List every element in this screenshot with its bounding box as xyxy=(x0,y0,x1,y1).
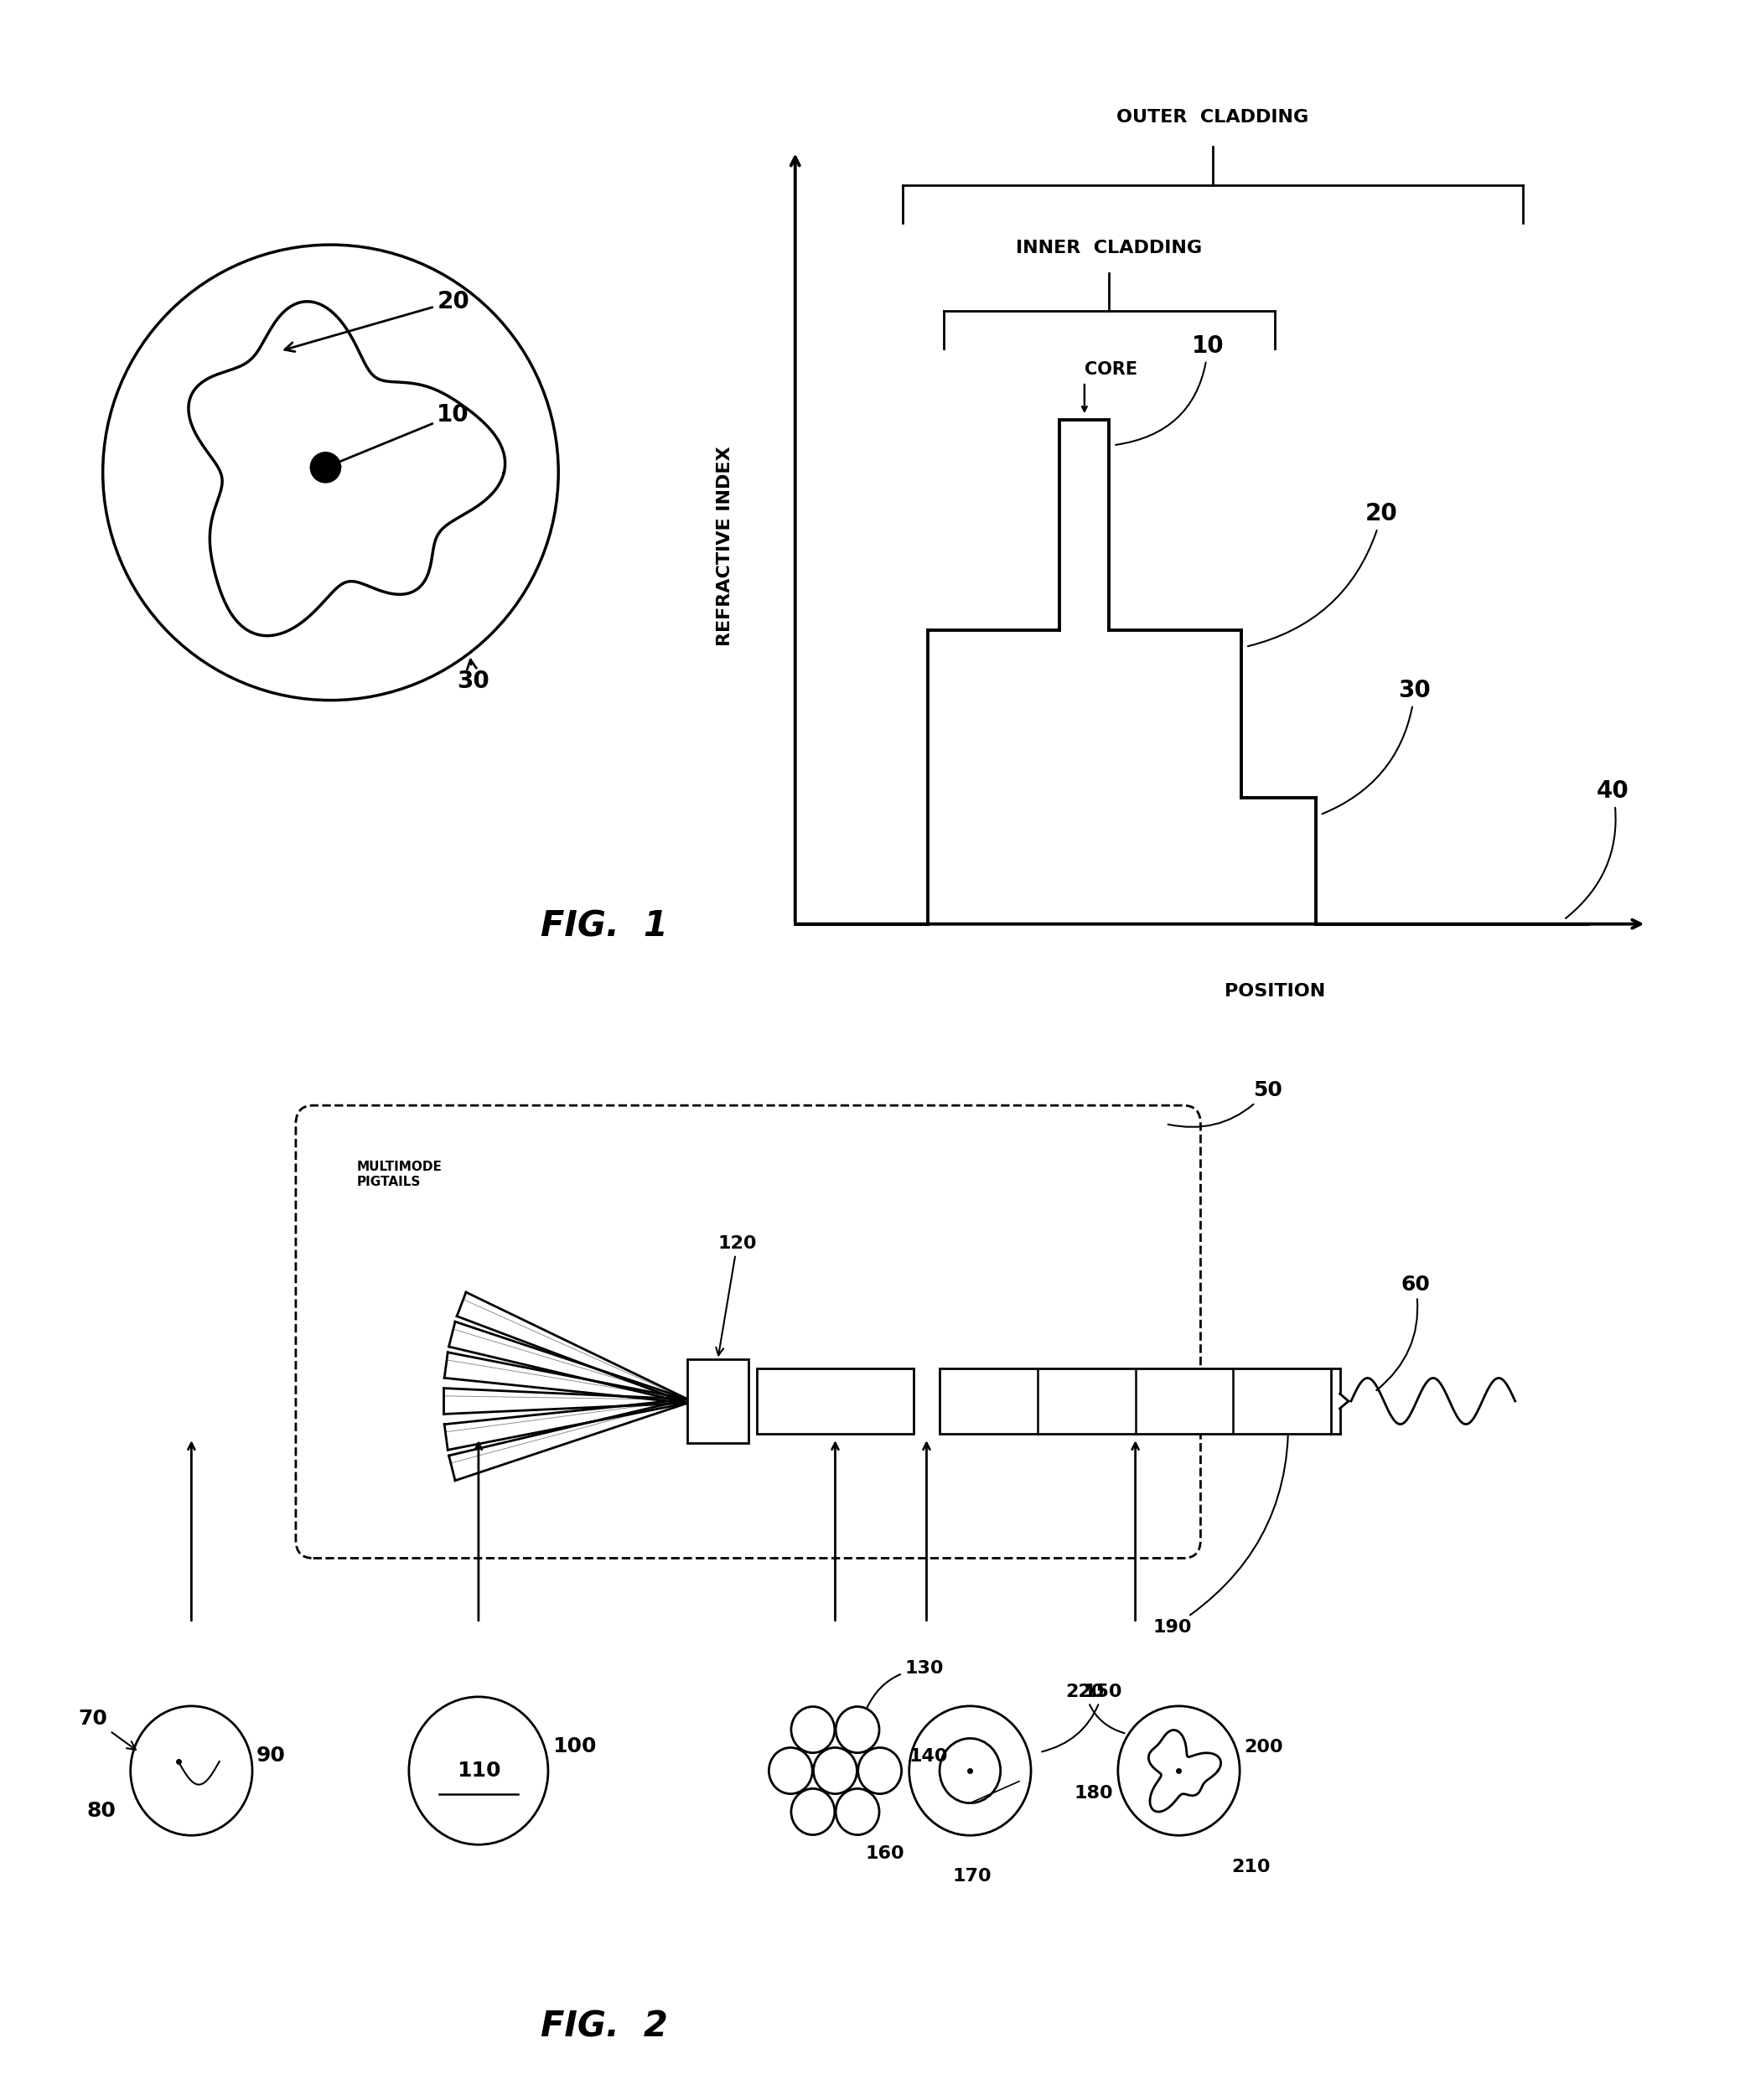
Text: 90: 90 xyxy=(258,1745,285,1766)
Text: 10: 10 xyxy=(331,403,470,466)
Bar xyxy=(940,1369,1331,1434)
Text: CORE: CORE xyxy=(1084,361,1138,378)
Text: 80: 80 xyxy=(87,1802,117,1821)
Text: 110: 110 xyxy=(456,1760,501,1781)
Text: 130: 130 xyxy=(867,1661,943,1709)
Text: 20: 20 xyxy=(1248,502,1397,647)
Text: 170: 170 xyxy=(954,1869,992,1886)
Text: FIG.  1: FIG. 1 xyxy=(541,909,668,943)
Text: 40: 40 xyxy=(1566,779,1629,918)
Text: 180: 180 xyxy=(1075,1785,1114,1802)
Text: 190: 190 xyxy=(1154,1403,1288,1636)
Text: 100: 100 xyxy=(553,1737,597,1756)
Text: 20: 20 xyxy=(285,290,470,351)
Text: POSITION: POSITION xyxy=(1225,983,1324,1000)
Text: 50: 50 xyxy=(1168,1079,1282,1128)
Text: MULTIMODE
PIGTAILS: MULTIMODE PIGTAILS xyxy=(357,1161,442,1189)
Text: REFRACTIVE INDEX: REFRACTIVE INDEX xyxy=(717,445,733,647)
Text: 30: 30 xyxy=(458,659,489,693)
Text: 120: 120 xyxy=(717,1235,757,1354)
Bar xyxy=(687,1359,748,1443)
Text: 210: 210 xyxy=(1232,1858,1270,1875)
Text: 160: 160 xyxy=(867,1846,905,1863)
Text: INNER  CLADDING: INNER CLADDING xyxy=(1016,239,1202,256)
Text: 140: 140 xyxy=(908,1747,948,1764)
Bar xyxy=(757,1369,914,1434)
Text: 70: 70 xyxy=(78,1709,136,1749)
Circle shape xyxy=(310,452,341,483)
Text: OUTER  CLADDING: OUTER CLADDING xyxy=(1117,109,1308,126)
Text: 10: 10 xyxy=(1115,334,1225,445)
Text: 220: 220 xyxy=(1065,1684,1124,1732)
Text: 200: 200 xyxy=(1244,1739,1282,1756)
Text: 60: 60 xyxy=(1376,1275,1430,1390)
Text: 30: 30 xyxy=(1322,678,1430,815)
Text: FIG.  2: FIG. 2 xyxy=(541,2010,668,2043)
Text: 150: 150 xyxy=(1042,1684,1122,1751)
